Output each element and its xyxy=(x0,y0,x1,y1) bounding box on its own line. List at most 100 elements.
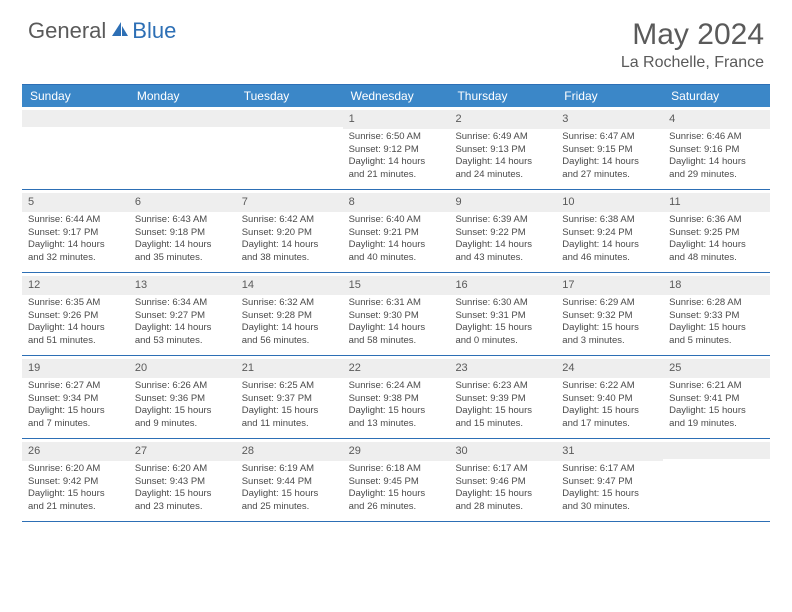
day-number: 28 xyxy=(236,442,343,461)
day-number: 2 xyxy=(449,110,556,129)
sunrise-line: Sunrise: 6:29 AM xyxy=(562,297,657,310)
day-number: 29 xyxy=(343,442,450,461)
sunset-line: Sunset: 9:36 PM xyxy=(135,393,230,406)
sunset-line: Sunset: 9:12 PM xyxy=(349,144,444,157)
sunrise-line: Sunrise: 6:17 AM xyxy=(562,463,657,476)
day-number: 25 xyxy=(663,359,770,378)
weekday-header: Friday xyxy=(556,85,663,107)
day-number: 7 xyxy=(236,193,343,212)
day-number: 24 xyxy=(556,359,663,378)
day-cell: 11 Sunrise: 6:36 AMSunset: 9:25 PMDayligh… xyxy=(663,190,770,272)
week-row: 5Sunrise: 6:44 AMSunset: 9:17 PMDaylight… xyxy=(22,190,770,273)
daylight-line: Daylight: 15 hours and 19 minutes. xyxy=(669,405,764,431)
sunset-line: Sunset: 9:32 PM xyxy=(562,310,657,323)
weekday-header: Sunday xyxy=(22,85,129,107)
sunset-line: Sunset: 9:13 PM xyxy=(455,144,550,157)
brand-sail-icon xyxy=(110,20,130,43)
weekday-header: Monday xyxy=(129,85,236,107)
sunset-line: Sunset: 9:33 PM xyxy=(669,310,764,323)
daylight-line: Daylight: 14 hours and 43 minutes. xyxy=(455,239,550,265)
sunrise-line: Sunrise: 6:31 AM xyxy=(349,297,444,310)
daylight-line: Daylight: 15 hours and 17 minutes. xyxy=(562,405,657,431)
sunrise-line: Sunrise: 6:36 AM xyxy=(669,214,764,227)
day-number: 26 xyxy=(22,442,129,461)
day-number: 6 xyxy=(129,193,236,212)
day-number: 11 xyxy=(663,193,770,212)
day-number: 4 xyxy=(663,110,770,129)
day-number: 1 xyxy=(343,110,450,129)
day-cell: 5Sunrise: 6:44 AMSunset: 9:17 PMDaylight… xyxy=(22,190,129,272)
sunrise-line: Sunrise: 6:49 AM xyxy=(455,131,550,144)
sunrise-line: Sunrise: 6:22 AM xyxy=(562,380,657,393)
day-number: 19 xyxy=(22,359,129,378)
day-cell: 2 Sunrise: 6:49 AMSunset: 9:13 PMDaylight… xyxy=(449,107,556,189)
day-cell: 16Sunrise: 6:30 AMSunset: 9:31 PMDayligh… xyxy=(449,273,556,355)
sunset-line: Sunset: 9:17 PM xyxy=(28,227,123,240)
sunrise-line: Sunrise: 6:21 AM xyxy=(669,380,764,393)
daylight-line: Daylight: 14 hours and 32 minutes. xyxy=(28,239,123,265)
day-number: 10 xyxy=(556,193,663,212)
sunrise-line: Sunrise: 6:28 AM xyxy=(669,297,764,310)
title-block: May 2024 La Rochelle, France xyxy=(621,18,764,72)
daylight-line: Daylight: 15 hours and 26 minutes. xyxy=(349,488,444,514)
day-cell: 22Sunrise: 6:24 AMSunset: 9:38 PMDayligh… xyxy=(343,356,450,438)
sunrise-line: Sunrise: 6:30 AM xyxy=(455,297,550,310)
weekday-header: Tuesday xyxy=(236,85,343,107)
sunset-line: Sunset: 9:27 PM xyxy=(135,310,230,323)
brand-logo: General Blue xyxy=(28,18,176,44)
day-number: 17 xyxy=(556,276,663,295)
sunset-line: Sunset: 9:38 PM xyxy=(349,393,444,406)
day-number: 30 xyxy=(449,442,556,461)
day-cell: 14Sunrise: 6:32 AMSunset: 9:28 PMDayligh… xyxy=(236,273,343,355)
day-number: 8 xyxy=(343,193,450,212)
day-number: 20 xyxy=(129,359,236,378)
weekday-header: Wednesday xyxy=(343,85,450,107)
day-number: 5 xyxy=(22,193,129,212)
day-cell: 1Sunrise: 6:50 AMSunset: 9:12 PMDaylight… xyxy=(343,107,450,189)
sunrise-line: Sunrise: 6:40 AM xyxy=(349,214,444,227)
day-cell xyxy=(129,107,236,189)
brand-part2: Blue xyxy=(132,18,176,44)
daylight-line: Daylight: 14 hours and 56 minutes. xyxy=(242,322,337,348)
daylight-line: Daylight: 15 hours and 0 minutes. xyxy=(455,322,550,348)
daylight-line: Daylight: 14 hours and 53 minutes. xyxy=(135,322,230,348)
sunrise-line: Sunrise: 6:24 AM xyxy=(349,380,444,393)
day-cell: 15Sunrise: 6:31 AMSunset: 9:30 PMDayligh… xyxy=(343,273,450,355)
daylight-line: Daylight: 15 hours and 21 minutes. xyxy=(28,488,123,514)
day-cell: 31Sunrise: 6:17 AMSunset: 9:47 PMDayligh… xyxy=(556,439,663,521)
daylight-line: Daylight: 14 hours and 51 minutes. xyxy=(28,322,123,348)
daylight-line: Daylight: 15 hours and 9 minutes. xyxy=(135,405,230,431)
day-cell xyxy=(22,107,129,189)
day-cell xyxy=(236,107,343,189)
sunset-line: Sunset: 9:20 PM xyxy=(242,227,337,240)
daylight-line: Daylight: 14 hours and 40 minutes. xyxy=(349,239,444,265)
day-cell: 3Sunrise: 6:47 AMSunset: 9:15 PMDaylight… xyxy=(556,107,663,189)
daylight-line: Daylight: 14 hours and 48 minutes. xyxy=(669,239,764,265)
sunset-line: Sunset: 9:45 PM xyxy=(349,476,444,489)
daylight-line: Daylight: 14 hours and 24 minutes. xyxy=(455,156,550,182)
sunset-line: Sunset: 9:41 PM xyxy=(669,393,764,406)
day-number xyxy=(129,110,236,127)
daylight-line: Daylight: 14 hours and 27 minutes. xyxy=(562,156,657,182)
day-cell xyxy=(663,439,770,521)
sunrise-line: Sunrise: 6:38 AM xyxy=(562,214,657,227)
sunset-line: Sunset: 9:42 PM xyxy=(28,476,123,489)
month-title: May 2024 xyxy=(621,18,764,52)
day-cell: 29Sunrise: 6:18 AMSunset: 9:45 PMDayligh… xyxy=(343,439,450,521)
sunset-line: Sunset: 9:25 PM xyxy=(669,227,764,240)
sunset-line: Sunset: 9:47 PM xyxy=(562,476,657,489)
sunrise-line: Sunrise: 6:26 AM xyxy=(135,380,230,393)
day-number: 3 xyxy=(556,110,663,129)
daylight-line: Daylight: 14 hours and 29 minutes. xyxy=(669,156,764,182)
daylight-line: Daylight: 15 hours and 30 minutes. xyxy=(562,488,657,514)
sunset-line: Sunset: 9:31 PM xyxy=(455,310,550,323)
daylight-line: Daylight: 14 hours and 35 minutes. xyxy=(135,239,230,265)
sunset-line: Sunset: 9:43 PM xyxy=(135,476,230,489)
sunset-line: Sunset: 9:15 PM xyxy=(562,144,657,157)
sunset-line: Sunset: 9:22 PM xyxy=(455,227,550,240)
sunset-line: Sunset: 9:16 PM xyxy=(669,144,764,157)
day-cell: 25 Sunrise: 6:21 AMSunset: 9:41 PMDayligh… xyxy=(663,356,770,438)
sunset-line: Sunset: 9:24 PM xyxy=(562,227,657,240)
calendar: SundayMondayTuesdayWednesdayThursdayFrid… xyxy=(22,84,770,522)
day-cell: 26Sunrise: 6:20 AMSunset: 9:42 PMDayligh… xyxy=(22,439,129,521)
